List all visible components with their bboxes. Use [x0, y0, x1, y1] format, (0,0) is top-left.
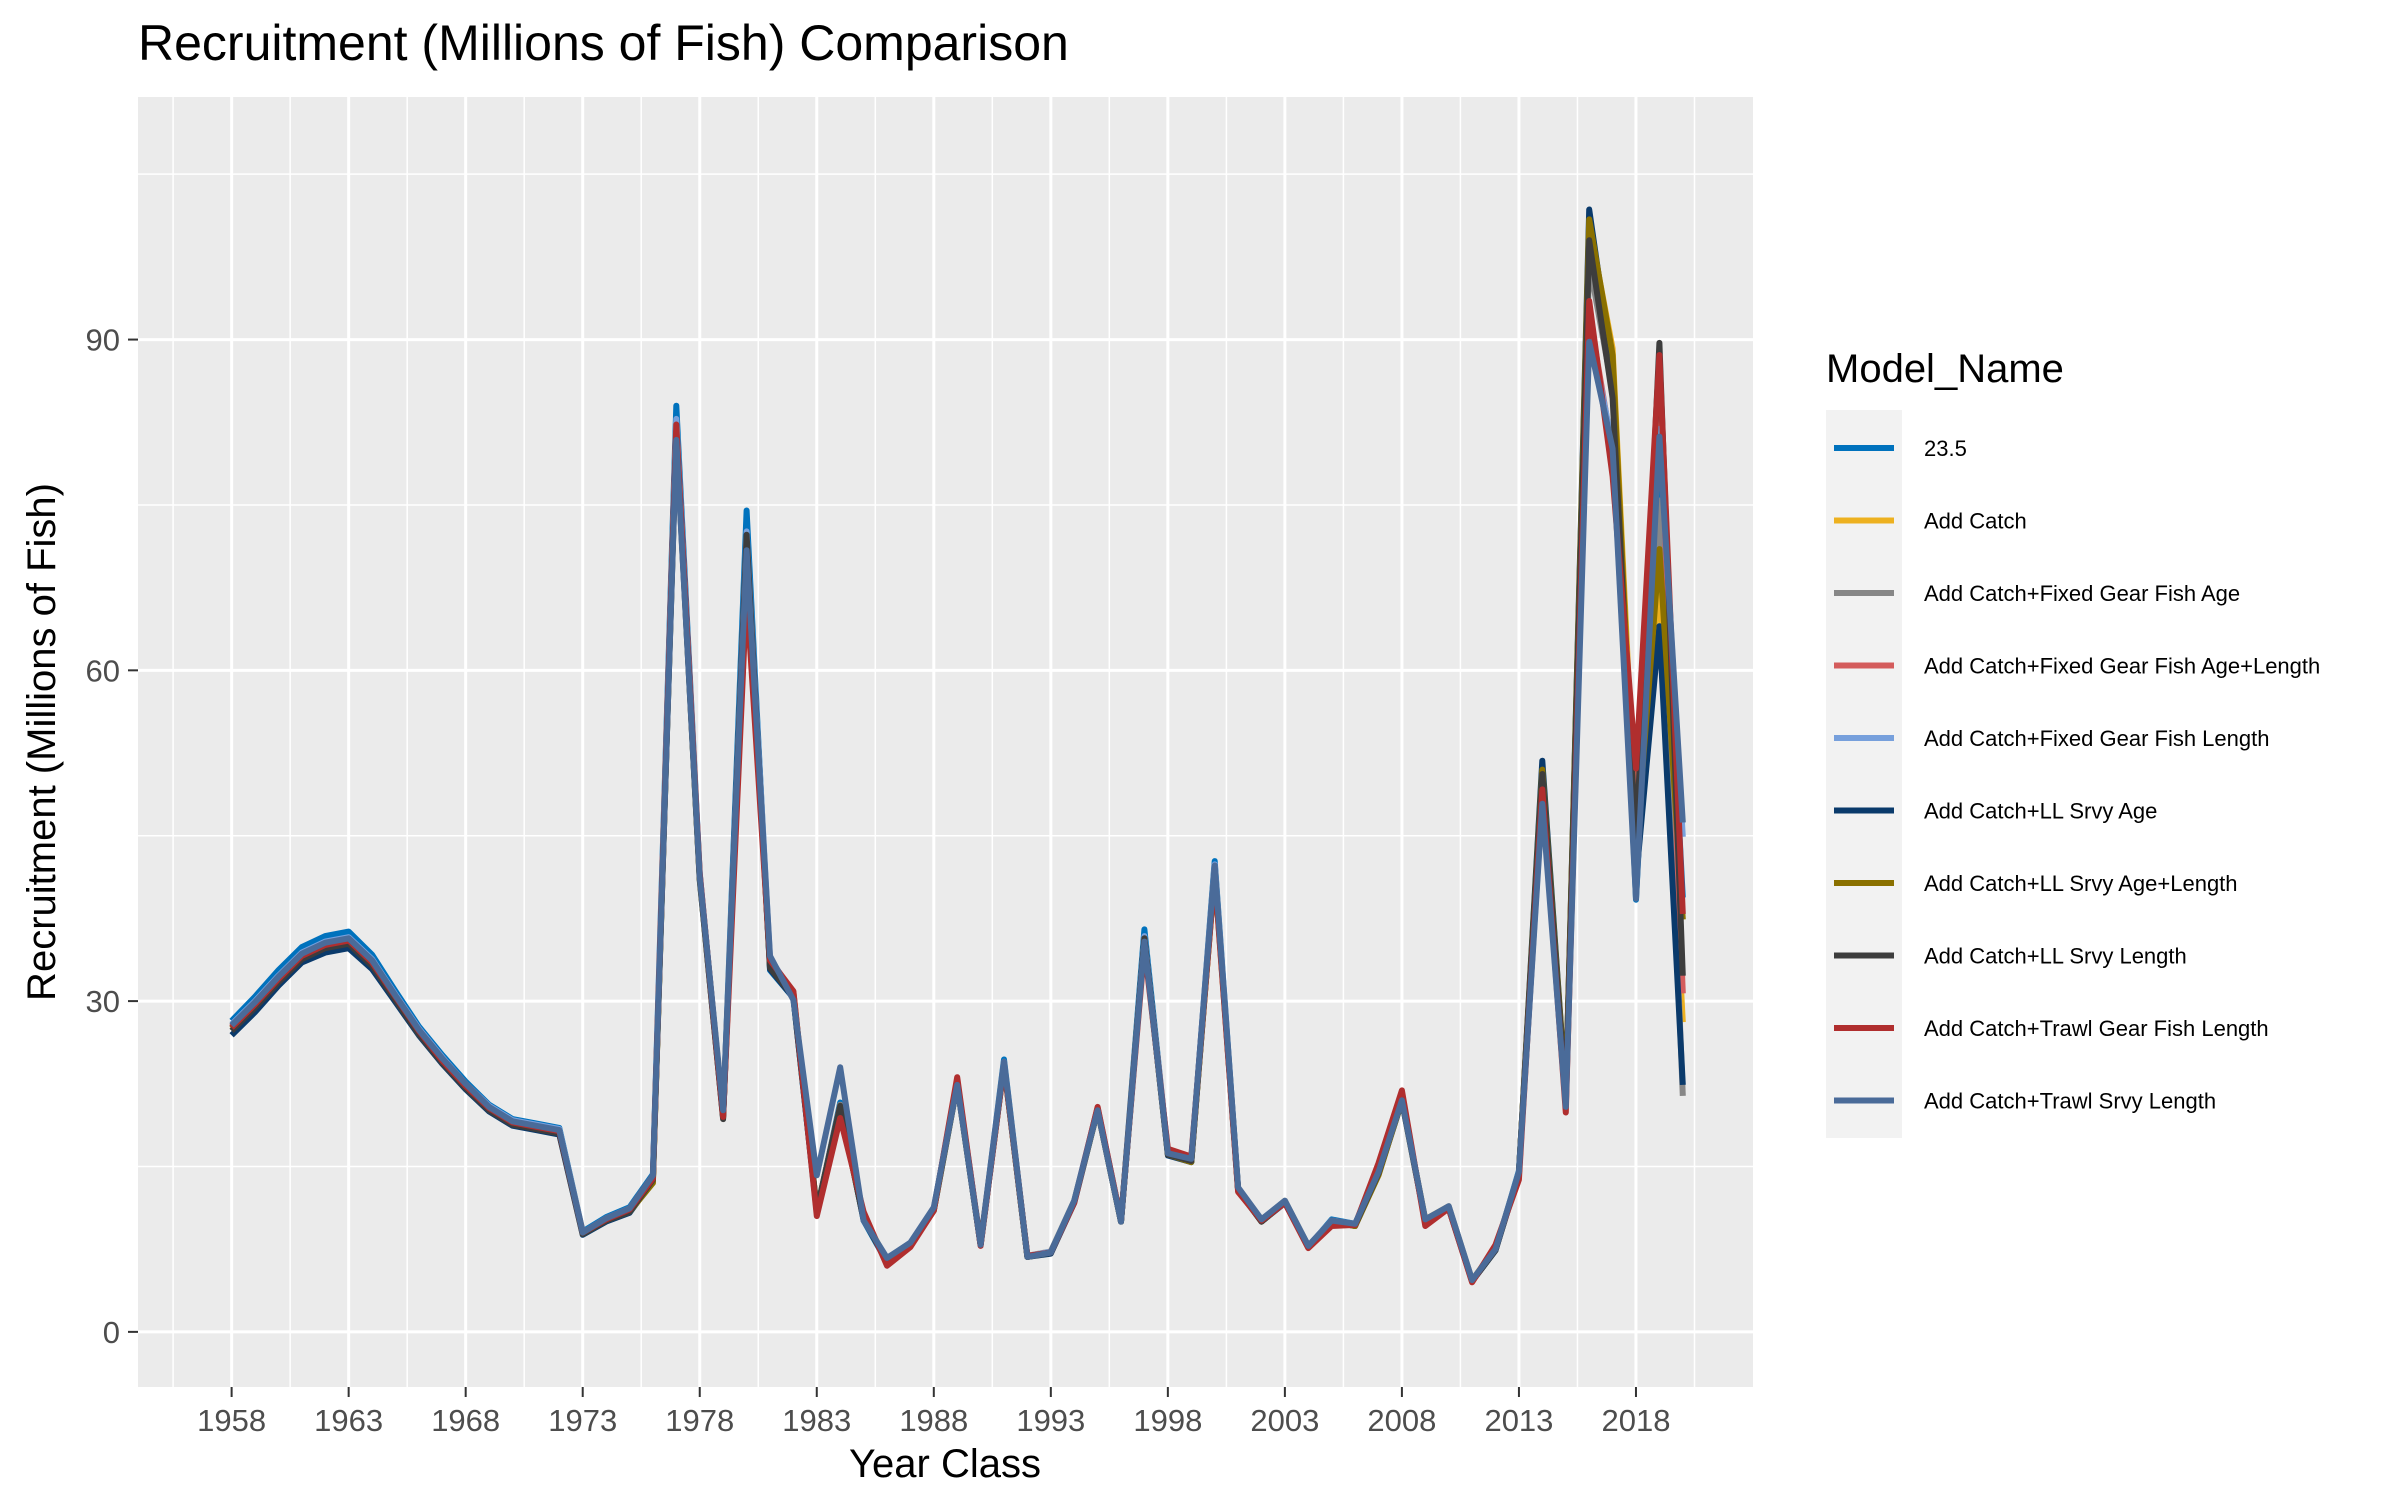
legend-label: Add Catch [1924, 509, 2027, 534]
legend-label: 23.5 [1924, 436, 1967, 461]
legend-key-background [1826, 410, 1902, 1138]
legend-label: Add Catch+LL Srvy Age [1924, 799, 2157, 824]
chart-title: Recruitment (Millions of Fish) Compariso… [138, 15, 1069, 71]
x-tick-label: 1963 [314, 1403, 383, 1438]
legend-label: Add Catch+LL Srvy Length [1924, 944, 2187, 969]
y-axis-ticks: 0 30 60 90 [86, 323, 138, 1350]
legend-label: Add Catch+Trawl Srvy Length [1924, 1089, 2216, 1114]
x-tick-label: 2013 [1484, 1403, 1553, 1438]
y-tick-label: 60 [86, 653, 120, 688]
x-tick-label: 1958 [197, 1403, 266, 1438]
y-tick-label: 0 [103, 1315, 120, 1350]
x-tick-label: 1988 [899, 1403, 968, 1438]
x-tick-label: 1973 [548, 1403, 617, 1438]
legend: Model_Name 23.5 Add Catch Add Catch+Fixed … [1826, 347, 2320, 1138]
x-axis-title: Year Class [849, 1442, 1041, 1486]
y-tick-label: 90 [86, 323, 120, 358]
x-tick-label: 1998 [1133, 1403, 1202, 1438]
grid-lines [138, 97, 1753, 1387]
series-lines [229, 206, 1686, 1286]
legend-label: Add Catch+Trawl Gear Fish Length [1924, 1016, 2269, 1041]
legend-title: Model_Name [1826, 347, 2064, 391]
x-tick-label: 2018 [1601, 1403, 1670, 1438]
y-tick-label: 30 [86, 984, 120, 1019]
x-tick-label: 1983 [782, 1403, 851, 1438]
x-tick-label: 2003 [1250, 1403, 1319, 1438]
legend-label: Add Catch+Fixed Gear Fish Age+Length [1924, 654, 2320, 679]
y-axis-title: Recruitment (Millions of Fish) [20, 483, 64, 1001]
x-tick-label: 1968 [431, 1403, 500, 1438]
x-axis-ticks: 1958 1963 1968 1973 1978 1983 1988 1993 1998 2003… [197, 1387, 1670, 1438]
legend-label: Add Catch+Fixed Gear Fish Length [1924, 726, 2269, 751]
x-tick-label: 1993 [1016, 1403, 1085, 1438]
legend-label: Add Catch+LL Srvy Age+Length [1924, 871, 2238, 896]
legend-label: Add Catch+Fixed Gear Fish Age [1924, 581, 2240, 606]
series-line-add-catch-trawl-srvy-length [229, 338, 1686, 1284]
x-tick-label: 2008 [1367, 1403, 1436, 1438]
x-tick-label: 1978 [665, 1403, 734, 1438]
